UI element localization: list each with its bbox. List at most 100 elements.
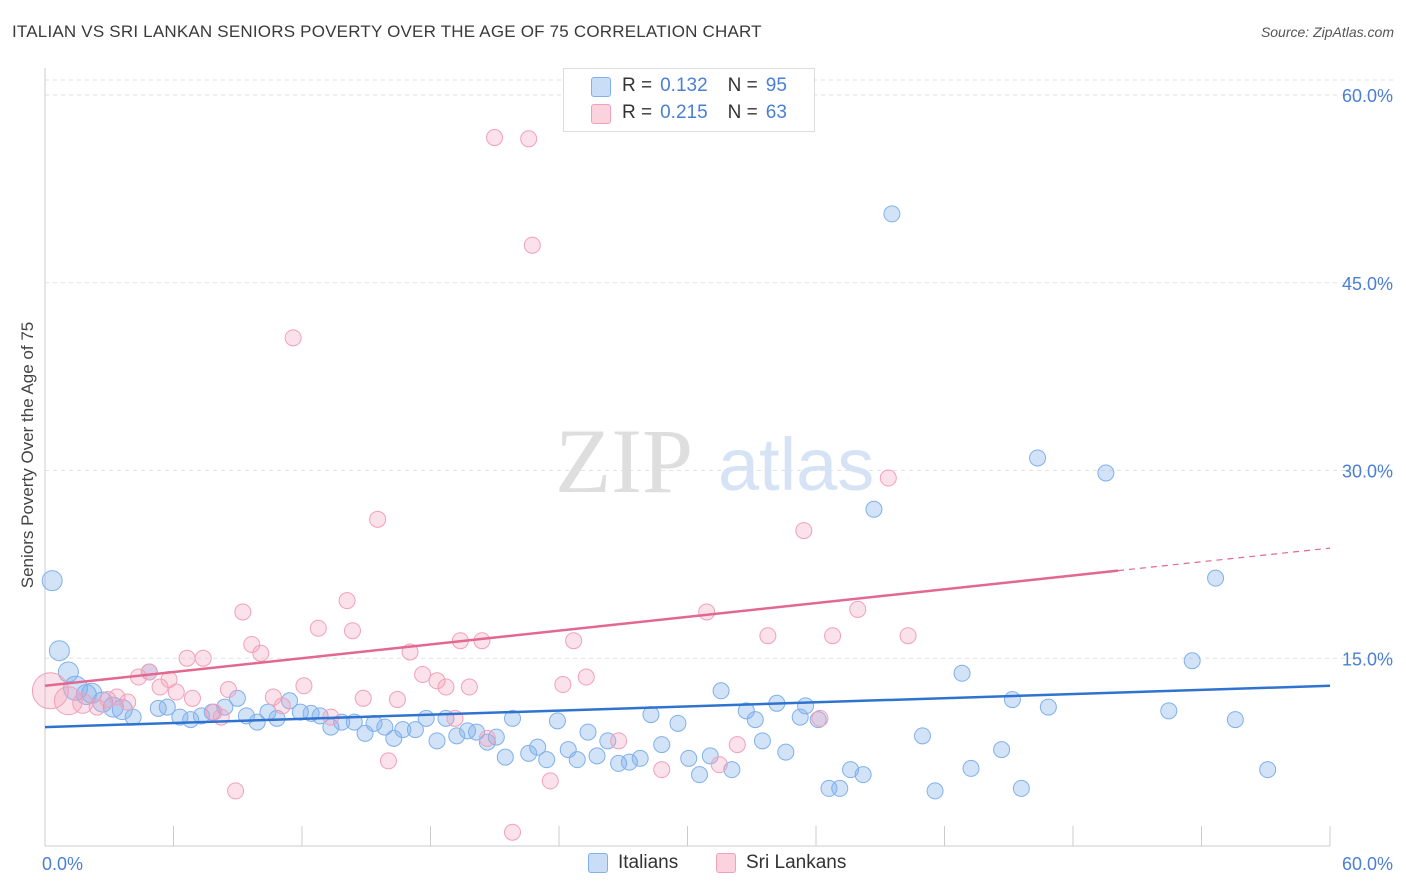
italians-point — [831, 779, 849, 797]
sri-lankans-point — [795, 522, 813, 540]
legend-item-italians[interactable]: Italians — [588, 852, 678, 874]
sri-lankans-point — [388, 691, 406, 709]
italians-point — [791, 708, 809, 726]
chart-title: ITALIAN VS SRI LANKAN SENIORS POVERTY OV… — [12, 22, 762, 41]
italians-point — [691, 766, 709, 784]
sri-lankans-point — [414, 666, 432, 684]
italians-point — [228, 689, 246, 707]
sri-lankans-point — [243, 635, 261, 653]
italians-point — [478, 733, 496, 751]
sri-lankans-point — [108, 688, 126, 706]
sri-lankans-point — [523, 236, 541, 254]
sri-lankans-trend-extension — [1117, 547, 1331, 572]
sri-lankans-point — [369, 510, 387, 528]
sri-lankans-point — [309, 619, 327, 637]
stats-n-value: 63 — [765, 102, 787, 123]
italians-point — [797, 697, 815, 715]
italians-point — [1039, 698, 1057, 716]
sri-lankans-point — [167, 683, 185, 701]
legend-item-sri-lankans[interactable]: Sri Lankans — [716, 852, 846, 874]
italians-point — [529, 738, 547, 756]
sri-lankans-point — [234, 603, 252, 621]
italians-point — [538, 751, 556, 769]
italians-point — [248, 713, 266, 731]
italians-point — [953, 664, 971, 682]
x-tick-label: 0.0% — [42, 854, 83, 874]
italians-point — [376, 718, 394, 736]
italians-point — [57, 661, 79, 683]
sri-lankans-point — [219, 681, 237, 699]
sri-lankans-point — [728, 736, 746, 754]
stats-swatch-italians — [591, 77, 611, 97]
stats-row-sri-lankans: R = 0.215 N = 63 — [622, 102, 787, 124]
x-tick-label: 60.0% — [1342, 854, 1393, 874]
italians-point — [631, 749, 649, 767]
italians-point — [1097, 464, 1115, 482]
italians-point — [1160, 702, 1178, 720]
sri-lankans-point — [824, 627, 842, 645]
legend-label-italians: Italians — [618, 852, 679, 873]
sri-lankans-point — [354, 689, 372, 707]
italians-point — [428, 732, 446, 750]
italians-point — [753, 732, 771, 750]
italians-point — [588, 747, 606, 765]
italians-point — [1259, 761, 1277, 779]
sri-lankans-point — [520, 130, 538, 148]
stats-r-label: R = — [622, 75, 653, 96]
sri-lankans-point — [653, 761, 671, 779]
sri-lankans-point — [504, 823, 522, 841]
sri-lankans-point — [460, 678, 478, 696]
italians-point — [459, 722, 477, 740]
y-tick-label: 30.0% — [1342, 462, 1393, 482]
sri-lankans-point — [273, 697, 291, 715]
sri-lankans-point — [264, 688, 282, 706]
italians-point — [723, 761, 741, 779]
correlation-stats-box: R = 0.132 N = 95 R = 0.215 N = 63 — [563, 68, 815, 132]
sri-lankans-point — [178, 649, 196, 667]
y-tick-label: 45.0% — [1342, 274, 1393, 294]
italians-point — [579, 723, 597, 741]
italians-point — [171, 708, 189, 726]
italians-point — [993, 741, 1011, 759]
italians-point — [926, 782, 944, 800]
sri-lankans-point — [610, 732, 628, 750]
sri-lankans-point — [31, 672, 69, 710]
italians-point — [568, 751, 586, 769]
italians-point — [468, 723, 486, 741]
source-credit: Source: ZipAtlas.com — [1260, 24, 1394, 40]
italians-point — [854, 766, 872, 784]
italians-point — [192, 707, 210, 725]
sri-lankans-point — [284, 329, 302, 347]
italians-point — [913, 727, 931, 745]
italians-point — [102, 696, 124, 718]
watermark-zip: ZIP — [555, 410, 693, 512]
stats-swatch-sri-lankans — [591, 104, 611, 124]
sri-lankans-point — [698, 603, 716, 621]
italians-point — [406, 721, 424, 739]
sri-lankans-point — [72, 692, 94, 714]
sri-lankans-point — [338, 592, 356, 610]
italians-point — [311, 707, 329, 725]
sri-lankans-point — [879, 469, 897, 487]
stats-n-value: 95 — [765, 75, 787, 96]
sri-lankans-point — [486, 129, 504, 147]
sri-lankans-point — [379, 752, 397, 770]
stats-n-label: N = — [727, 75, 758, 96]
italians-point — [842, 761, 860, 779]
italians-point — [669, 714, 687, 732]
sri-lankans-point — [252, 644, 270, 662]
italians-point — [417, 709, 435, 727]
italians-point — [158, 698, 176, 716]
italians-point — [1207, 569, 1225, 587]
sri-lankans-point — [478, 729, 496, 747]
sri-lankans-point — [565, 632, 583, 650]
sri-lankans-point — [759, 627, 777, 645]
italians-point — [124, 708, 142, 726]
stats-r-value: 0.215 — [660, 102, 708, 123]
italians-point — [620, 753, 638, 771]
sri-lankans-point — [428, 672, 446, 690]
italians-point — [520, 744, 538, 762]
stats-n-label: N = — [727, 102, 758, 123]
stats-row-italians: R = 0.132 N = 95 — [622, 75, 787, 97]
italians-point — [504, 709, 522, 727]
